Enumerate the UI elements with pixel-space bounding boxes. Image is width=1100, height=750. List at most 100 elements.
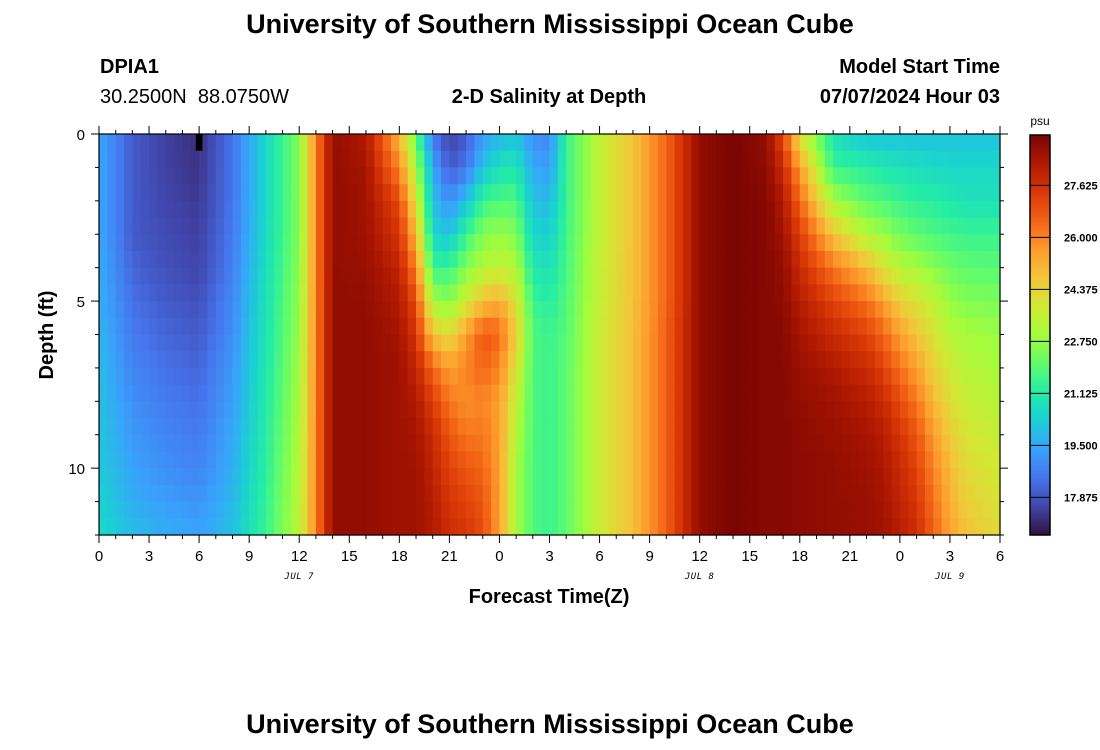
heatmap-cell — [299, 167, 309, 185]
heatmap-cell — [758, 468, 767, 486]
heatmap-cell — [199, 401, 209, 419]
heatmap-cell — [566, 351, 576, 369]
heatmap-cell — [741, 200, 751, 219]
heatmap-cell — [641, 234, 651, 252]
heatmap-cell — [382, 167, 392, 185]
heatmap-cell — [441, 234, 450, 252]
heatmap-cell — [199, 167, 209, 185]
heatmap-cell — [499, 234, 509, 252]
heatmap-cell — [115, 351, 125, 369]
heatmap-cell — [240, 217, 250, 235]
heatmap-cell — [891, 284, 901, 302]
heatmap-cell — [182, 234, 192, 252]
heatmap-cell — [299, 200, 309, 219]
heatmap-cell — [582, 150, 592, 169]
heatmap-cell — [390, 167, 400, 185]
heatmap-cell — [666, 334, 676, 352]
x-tick-label: 3 — [946, 548, 954, 565]
heatmap-cell — [232, 468, 242, 486]
heatmap-cell — [165, 434, 175, 453]
heatmap-cell — [349, 267, 359, 285]
heatmap-cell — [749, 250, 759, 269]
heatmap-cell — [432, 284, 442, 302]
heatmap-cell — [824, 267, 834, 285]
heatmap-cell — [699, 184, 709, 202]
heatmap-cell — [549, 184, 559, 202]
x-tick-label: 6 — [996, 548, 1004, 565]
heatmap-cell — [274, 217, 284, 235]
heatmap-cell — [399, 334, 409, 352]
heatmap-cell — [407, 468, 417, 486]
heatmap-cell — [549, 250, 559, 269]
heatmap-cell — [699, 317, 709, 336]
heatmap-cell — [899, 301, 909, 319]
heatmap-cell — [365, 184, 375, 202]
heatmap-cell — [557, 184, 567, 202]
heatmap-cell — [691, 284, 701, 302]
heatmap-cell — [899, 434, 909, 453]
heatmap-cell — [724, 351, 734, 369]
heatmap-cell — [457, 351, 467, 369]
heatmap-cell — [641, 284, 651, 302]
heatmap-cell — [616, 401, 626, 419]
heatmap-cell — [174, 351, 184, 369]
heatmap-cell — [282, 217, 292, 235]
heatmap-cell — [399, 418, 409, 436]
heatmap-cell — [699, 451, 709, 469]
heatmap-cell — [566, 150, 576, 169]
heatmap-cell — [315, 217, 325, 235]
heatmap-cell — [365, 150, 375, 169]
heatmap-cell — [382, 150, 392, 169]
heatmap-cell — [441, 434, 450, 453]
heatmap-cell — [115, 401, 125, 419]
heatmap-cell — [299, 518, 309, 536]
heatmap-cell — [290, 451, 300, 469]
heatmap-cell — [582, 167, 592, 185]
heatmap-cell — [841, 367, 851, 386]
heatmap-cell — [441, 217, 450, 235]
heatmap-cell — [424, 434, 434, 453]
heatmap-cell — [474, 234, 484, 252]
heatmap-cell — [716, 284, 726, 302]
heatmap-cell — [107, 451, 117, 469]
heatmap-cell — [858, 351, 868, 369]
heatmap-cell — [733, 167, 742, 185]
heatmap-cell — [691, 234, 701, 252]
heatmap-cell — [332, 217, 342, 235]
heatmap-cell — [140, 167, 150, 185]
heatmap-cell — [165, 284, 175, 302]
heatmap-cell — [290, 401, 300, 419]
heatmap-cell — [441, 451, 450, 469]
heatmap-cell — [641, 334, 651, 352]
heatmap-cell — [649, 401, 659, 419]
heatmap-cell — [99, 501, 108, 519]
heatmap-cell — [99, 351, 108, 369]
heatmap-cell — [357, 234, 367, 252]
heatmap-cell — [524, 167, 534, 185]
heatmap-cell — [307, 134, 317, 152]
heatmap-cell — [299, 501, 309, 519]
heatmap-cell — [224, 150, 234, 169]
heatmap-cell — [941, 301, 951, 319]
heatmap-cell — [491, 384, 501, 402]
heatmap-cell — [332, 384, 342, 402]
heatmap-cell — [866, 468, 876, 486]
heatmap-cell — [407, 451, 417, 469]
heatmap-cell — [699, 267, 709, 285]
heatmap-cell — [282, 284, 292, 302]
heatmap-cell — [874, 301, 884, 319]
heatmap-cell — [132, 150, 142, 169]
heatmap-cell — [541, 167, 551, 185]
heatmap-cell — [891, 234, 901, 252]
heatmap-cell — [899, 150, 909, 169]
heatmap-cell — [649, 167, 659, 185]
heatmap-cell — [107, 150, 117, 169]
heatmap-cell — [716, 217, 726, 235]
heatmap-cell — [774, 134, 784, 152]
heatmap-cell — [157, 451, 167, 469]
heatmap-cell — [758, 184, 767, 202]
heatmap-cell — [933, 184, 943, 202]
heatmap-cell — [274, 401, 284, 419]
heatmap-cell — [933, 250, 943, 269]
heatmap-cell — [833, 317, 843, 336]
